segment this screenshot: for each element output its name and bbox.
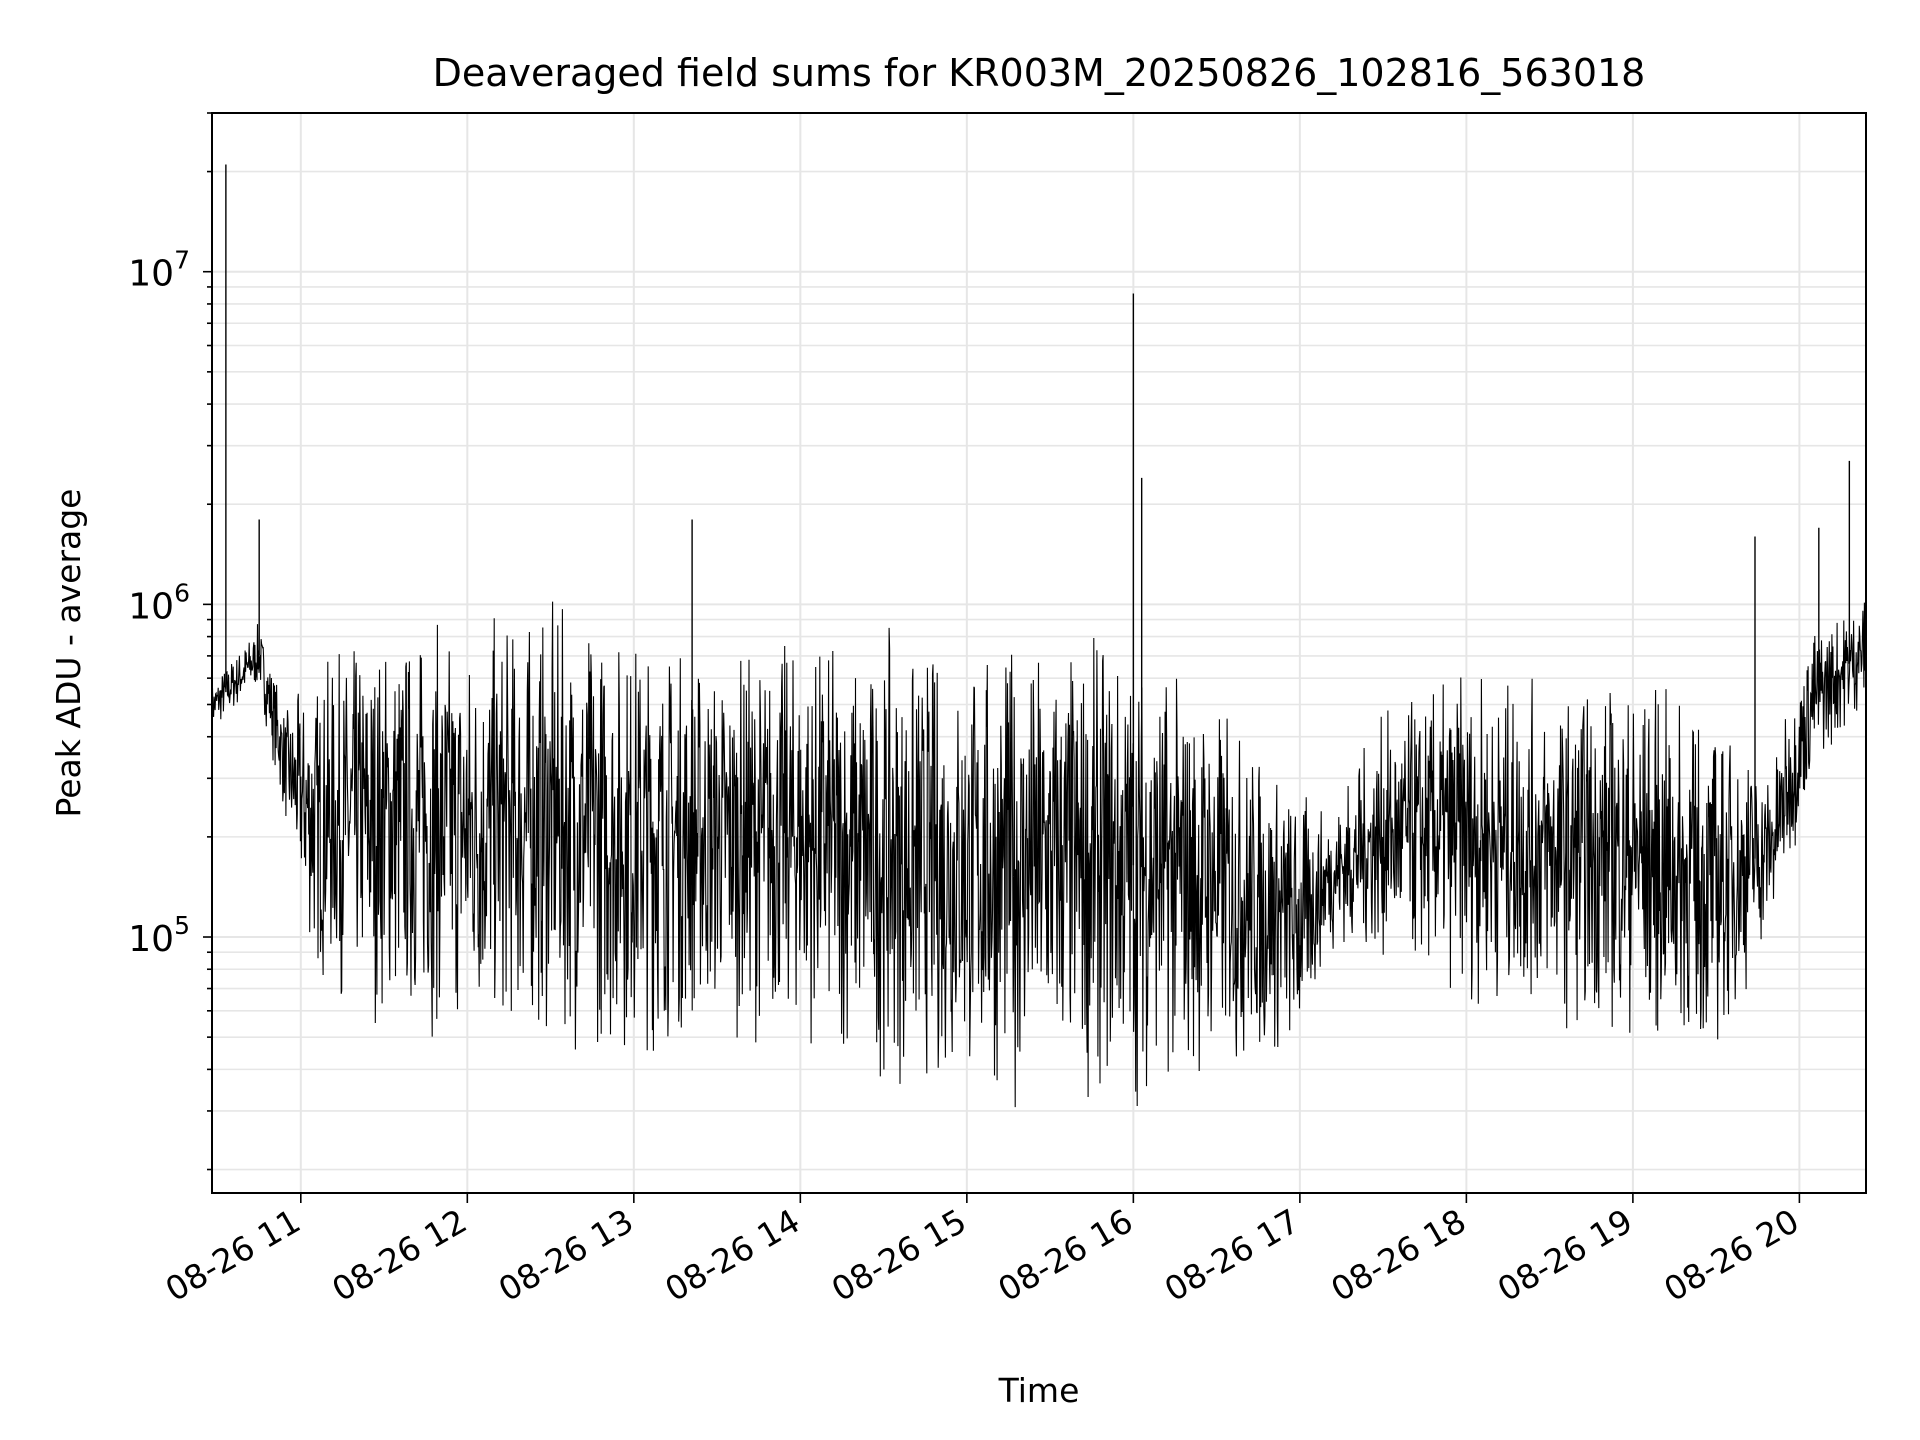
plot-frame (211, 112, 1867, 1194)
series-line (211, 601, 1867, 1108)
y-tick-label: 105 (128, 911, 190, 960)
y-tick-label: 106 (128, 578, 190, 627)
data-series (211, 164, 1867, 1108)
chart-title: Deaveraged field sums for KR003M_2025082… (433, 51, 1646, 95)
y-axis-label: Peak ADU - average (49, 489, 88, 818)
y-tick-label: 107 (128, 246, 190, 295)
x-axis-label: Time (998, 1371, 1080, 1410)
